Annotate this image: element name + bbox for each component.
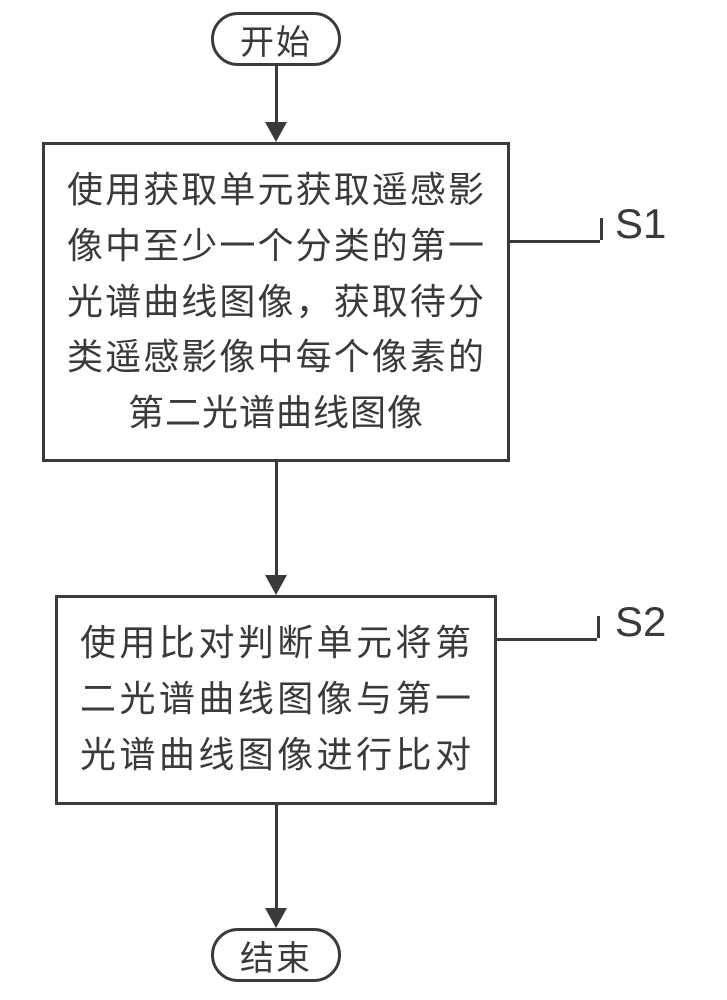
s2-line-1: 使用比对判断单元将第 — [80, 623, 472, 663]
s2-line-2: 二光谱曲线图像与第一 — [80, 679, 472, 719]
process-s1: 使用获取单元获取遥感影 像中至少一个分类的第一 光谱曲线图像，获取待分 类遥感影… — [42, 142, 510, 462]
start-label: 开始 — [240, 15, 312, 64]
s2-line-3: 光谱曲线图像进行比对 — [80, 728, 472, 784]
arrow-3-line — [275, 805, 278, 910]
s1-line-4: 类遥感影像中每个像素的 — [67, 337, 485, 377]
s2-leader-v — [597, 616, 600, 638]
process-s2: 使用比对判断单元将第 二光谱曲线图像与第一 光谱曲线图像进行比对 — [55, 595, 497, 805]
arrow-1-line — [275, 66, 278, 124]
s2-label: S2 — [615, 598, 666, 646]
end-label: 结束 — [240, 931, 312, 980]
s1-line-2: 像中至少一个分类的第一 — [67, 226, 485, 266]
s1-label: S1 — [615, 200, 666, 248]
start-node: 开始 — [211, 12, 341, 66]
flowchart-canvas: 开始 使用获取单元获取遥感影 像中至少一个分类的第一 光谱曲线图像，获取待分 类… — [0, 0, 727, 1000]
s1-line-1: 使用获取单元获取遥感影 — [67, 170, 485, 210]
s1-leader-v — [600, 218, 603, 240]
arrow-2-line — [275, 462, 278, 577]
end-node: 结束 — [211, 928, 341, 982]
s1-line-3: 光谱曲线图像，获取待分 — [67, 282, 485, 322]
s1-line-5: 第二光谱曲线图像 — [67, 386, 485, 442]
arrow-2-head — [265, 575, 287, 595]
arrow-1-head — [265, 122, 287, 142]
arrow-3-head — [265, 908, 287, 928]
s2-leader-h — [497, 638, 597, 641]
s1-leader-h — [510, 240, 600, 243]
